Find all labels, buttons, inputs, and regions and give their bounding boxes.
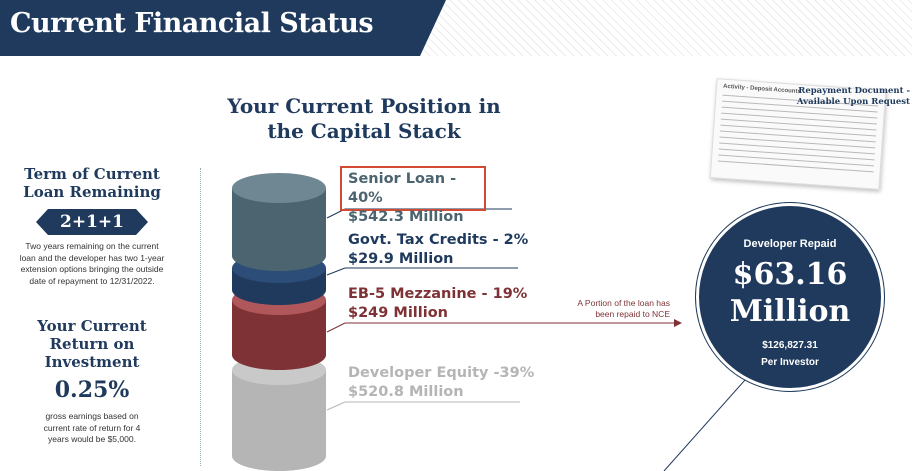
term-heading-line-2: Loan Remaining bbox=[23, 183, 161, 201]
roi-heading-line-1: Your Current bbox=[37, 317, 147, 335]
capital-stack-title-line-2: the Capital Stack bbox=[267, 119, 461, 143]
roi-note-line-2: current rate of return for 4 bbox=[43, 422, 141, 433]
cylinder-segment-senior bbox=[232, 173, 326, 271]
roi-heading-line-2: Return on bbox=[49, 335, 135, 353]
roi-note-line-1: gross earnings based on bbox=[45, 411, 139, 421]
term-formula-shape bbox=[36, 209, 148, 235]
tier-amount-equity: $520.8 Million bbox=[348, 384, 464, 400]
roi-note-line-3: years would be $5,000. bbox=[48, 434, 136, 444]
tier-label-equity: Developer Equity -39% $520.8 Million bbox=[348, 364, 534, 402]
repaid-note-line-2: been repaid to NCE bbox=[595, 308, 670, 319]
document-caption-line-2: Available Upon Request bbox=[796, 97, 910, 107]
developer-repaid-circle: Developer Repaid $63.16 Million $126,827… bbox=[696, 203, 884, 391]
tier-name-govt: Govt. Tax Credits - 2% bbox=[348, 232, 529, 248]
capital-stack-title-line-1: Your Current Position in bbox=[227, 94, 501, 118]
per-investor-amount: $126,827.31 bbox=[762, 340, 818, 351]
tier-amount-govt: $29.9 Million bbox=[348, 251, 454, 267]
term-note-line-4: date of repayment to 12/31/2022. bbox=[29, 275, 155, 286]
tier-name-equity: Developer Equity -39% bbox=[348, 365, 535, 381]
term-heading-line-1: Term of Current bbox=[24, 165, 160, 183]
repaid-label: Developer Repaid bbox=[743, 238, 837, 250]
term-note-line-3: extension options bringing the outside bbox=[20, 264, 164, 274]
header-banner: Current Financial Status bbox=[0, 0, 912, 56]
repaid-note-line-1: A Portion of the loan has bbox=[577, 298, 670, 308]
tier-label-govt: Govt. Tax Credits - 2% $29.9 Million bbox=[348, 231, 528, 269]
term-formula-badge: 2+1+1 bbox=[36, 209, 148, 235]
document-caption-line-1: Repayment Document - bbox=[798, 86, 910, 96]
term-note-line-2: loan and the developer has two 1-year bbox=[19, 252, 165, 263]
tier-amount-mezzanine: $249 Million bbox=[348, 305, 448, 321]
term-formula: 2+1+1 bbox=[60, 212, 124, 232]
page-title: Current Financial Status bbox=[10, 8, 374, 39]
header-background bbox=[0, 0, 912, 56]
tier-name-mezzanine: EB-5 Mezzanine - 19% bbox=[348, 286, 528, 302]
roi-heading-line-3: Investment bbox=[44, 353, 140, 371]
tier-label-senior: Senior Loan - 40% $542.3 Million bbox=[340, 166, 486, 225]
per-investor-label: Per Investor bbox=[761, 357, 819, 368]
document-caption: Repayment Document - Available Upon Requ… bbox=[778, 86, 910, 108]
repaid-note: A Portion of the loan has been repaid to… bbox=[540, 298, 670, 319]
term-note-line-1: Two years remaining on the current bbox=[25, 241, 159, 251]
capital-stack-cylinder bbox=[232, 173, 326, 471]
capital-stack-title: Your Current Position in the Capital Sta… bbox=[226, 94, 502, 144]
tier-name-senior: Senior Loan - 40% bbox=[348, 171, 457, 206]
repaid-amount: $63.16 bbox=[732, 257, 848, 292]
tier-label-mezzanine: EB-5 Mezzanine - 19% $249 Million bbox=[348, 285, 527, 323]
column-divider bbox=[200, 168, 201, 466]
repaid-amount-unit: Million bbox=[729, 294, 851, 329]
tier-amount-senior: $542.3 Million bbox=[348, 209, 464, 225]
roi-value: 0.25% bbox=[54, 377, 130, 403]
left-column: Term of Current Loan Remaining 2+1+1 Two… bbox=[0, 165, 184, 446]
